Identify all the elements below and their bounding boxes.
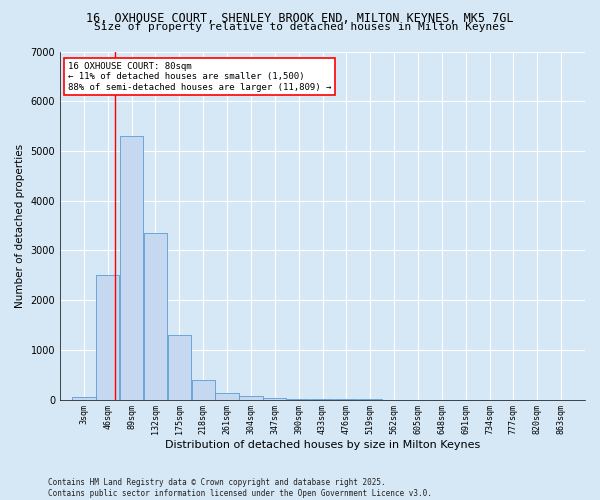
Text: Size of property relative to detached houses in Milton Keynes: Size of property relative to detached ho…	[94, 22, 506, 32]
Y-axis label: Number of detached properties: Number of detached properties	[15, 144, 25, 308]
Bar	[120, 136, 143, 400]
Bar	[72, 397, 95, 400]
Bar	[215, 393, 239, 400]
Bar	[144, 233, 167, 400]
Text: Contains HM Land Registry data © Crown copyright and database right 2025.
Contai: Contains HM Land Registry data © Crown c…	[48, 478, 432, 498]
Text: 16, OXHOUSE COURT, SHENLEY BROOK END, MILTON KEYNES, MK5 7GL: 16, OXHOUSE COURT, SHENLEY BROOK END, MI…	[86, 12, 514, 26]
X-axis label: Distribution of detached houses by size in Milton Keynes: Distribution of detached houses by size …	[165, 440, 480, 450]
Bar	[263, 398, 286, 400]
Text: 16 OXHOUSE COURT: 80sqm
← 11% of detached houses are smaller (1,500)
88% of semi: 16 OXHOUSE COURT: 80sqm ← 11% of detache…	[68, 62, 331, 92]
Bar	[167, 335, 191, 400]
Bar	[191, 380, 215, 400]
Bar	[239, 396, 263, 400]
Bar	[96, 276, 119, 400]
